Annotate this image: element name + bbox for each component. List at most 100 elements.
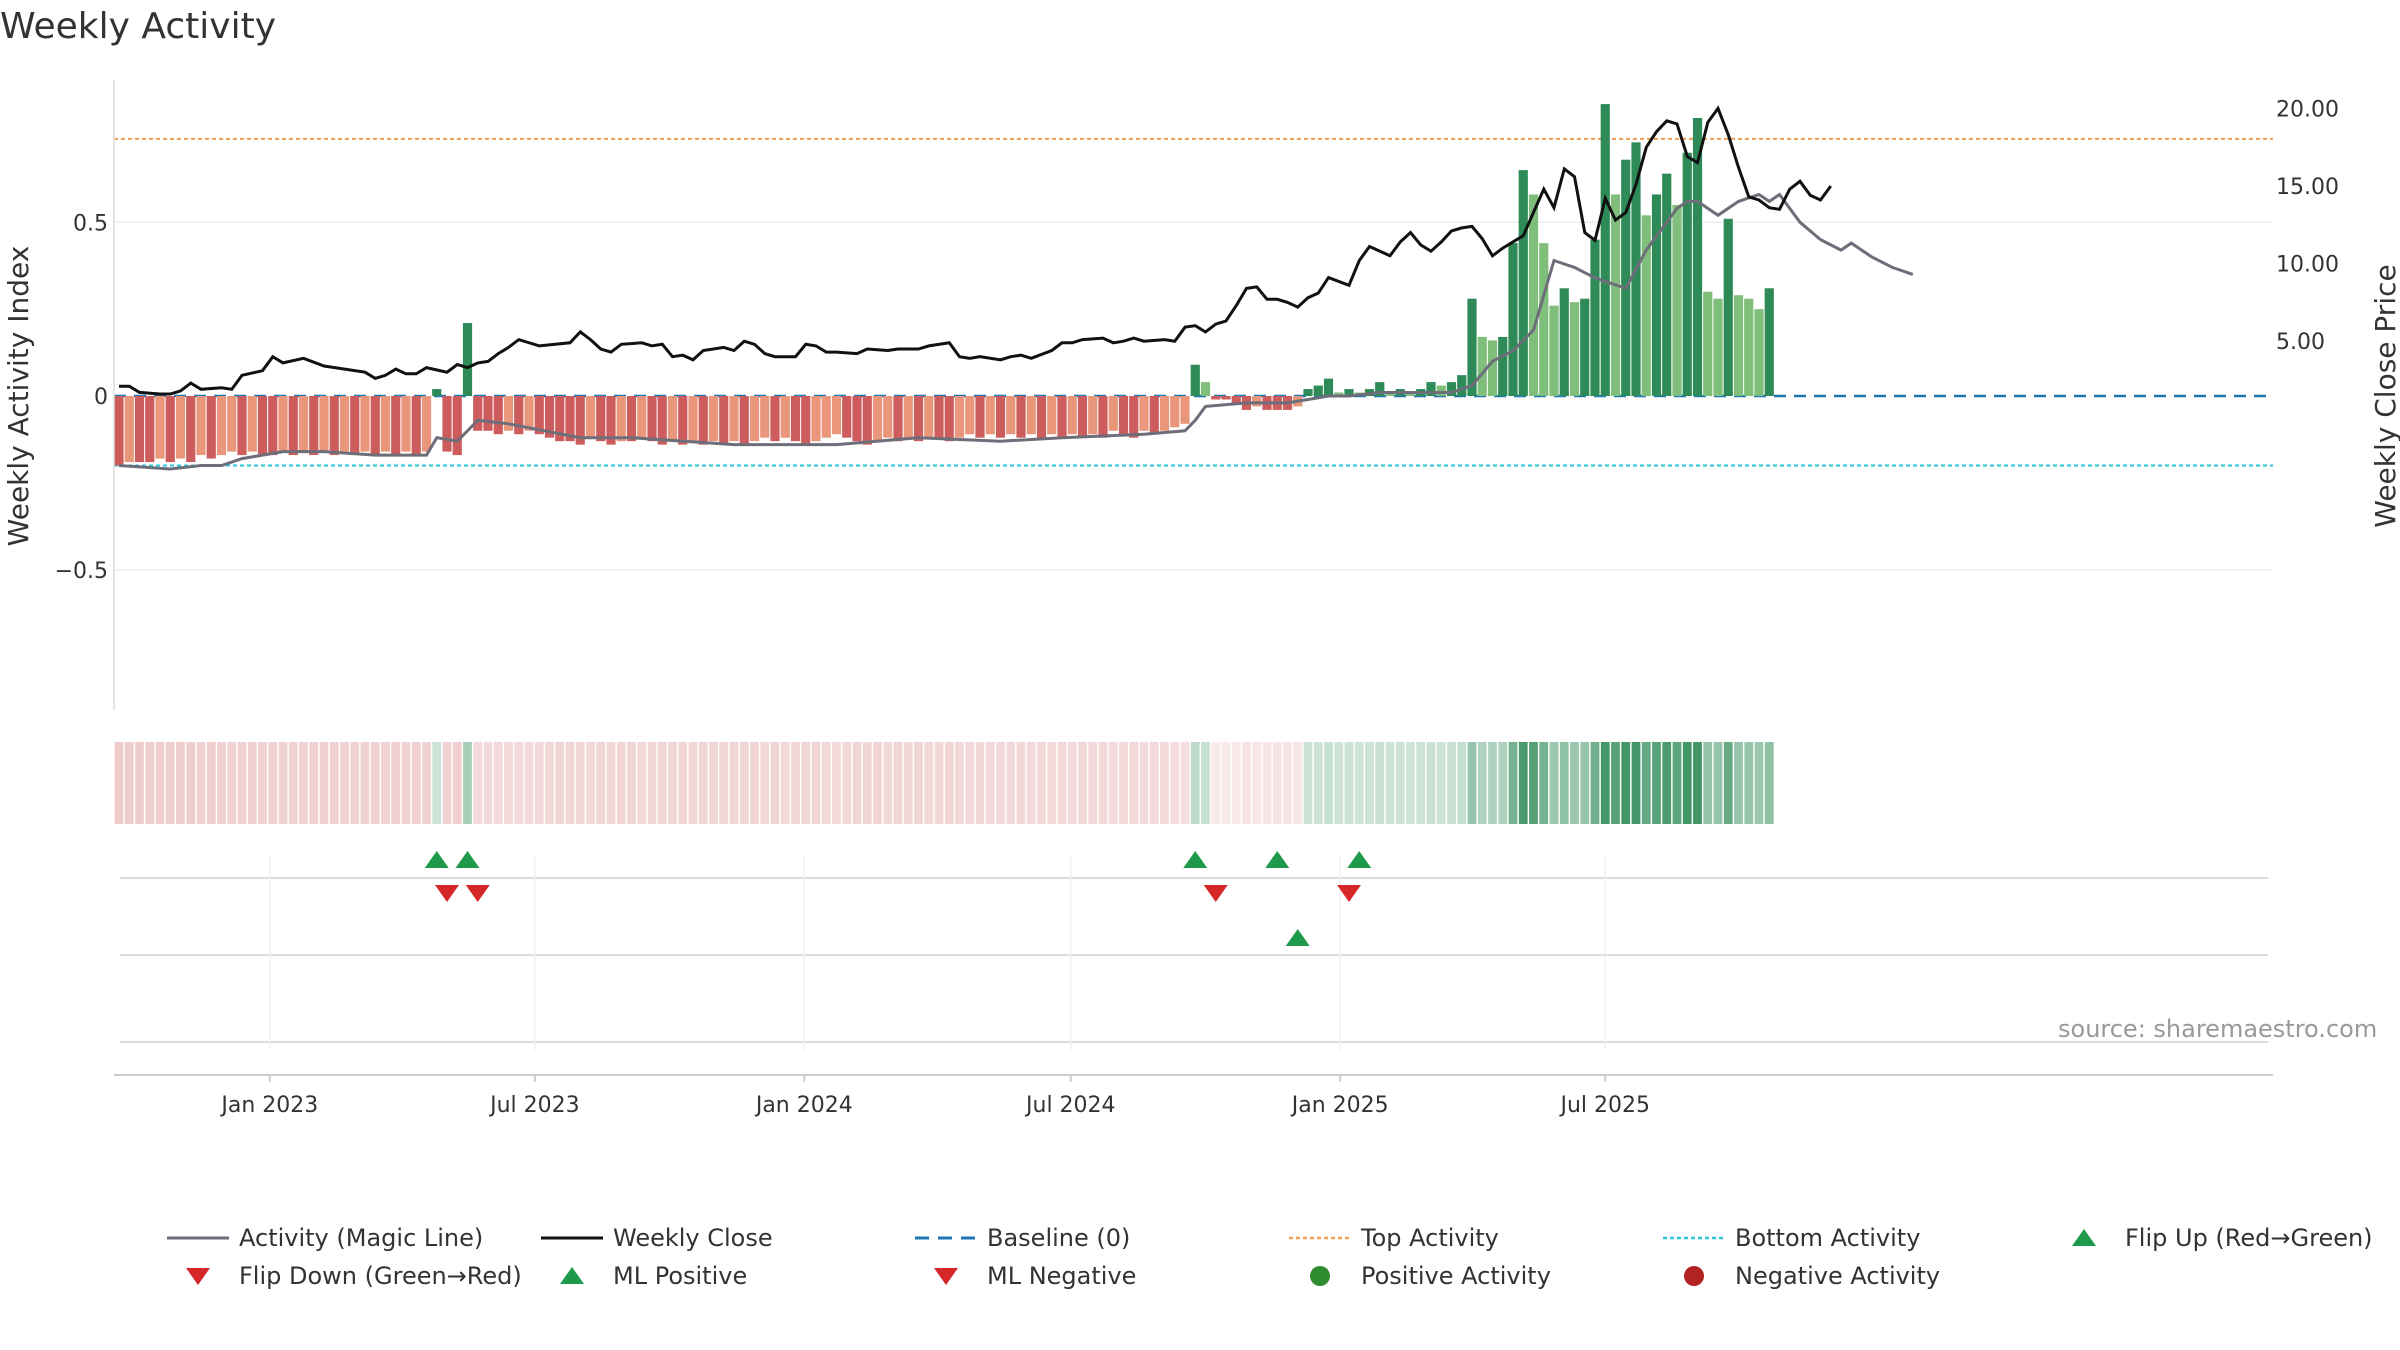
heat-cell	[1631, 742, 1641, 824]
flip-up-marker	[1265, 851, 1290, 868]
heat-cell	[1313, 742, 1323, 824]
activity-bar	[1508, 243, 1518, 396]
activity-bar	[1334, 392, 1344, 396]
legend-label: Flip Down (Green→Red)	[239, 1262, 522, 1290]
heat-cell	[1211, 742, 1221, 824]
source-label: source: sharemaestro.com	[2058, 1015, 2378, 1043]
heat-cell	[801, 742, 811, 824]
activity-bar	[729, 396, 739, 442]
activity-bar	[1129, 396, 1139, 438]
activity-bar	[1221, 396, 1231, 400]
legend-symbol	[167, 1262, 229, 1290]
activity-bar	[555, 396, 565, 442]
right-axis-label: Weekly Close Price	[2369, 264, 2400, 527]
signal-lanes	[120, 851, 2268, 1050]
left-tick-label: 0	[94, 385, 108, 410]
chart-title: Weekly Activity	[0, 6, 277, 47]
heat-cell	[124, 742, 134, 824]
activity-bar	[975, 396, 985, 438]
activity-bar	[186, 396, 196, 463]
grid-lines	[114, 221, 2273, 571]
heat-cell	[647, 742, 657, 824]
activity-bar	[739, 396, 749, 445]
legend-label: Top Activity	[1361, 1224, 1499, 1252]
heat-cell	[832, 742, 841, 824]
activity-bar	[1682, 152, 1692, 396]
heat-cell	[186, 742, 196, 824]
heat-cell	[780, 742, 790, 824]
heat-cell	[319, 742, 329, 824]
heat-cell	[627, 742, 636, 824]
heat-cell	[135, 742, 144, 824]
series-lines	[118, 105, 1914, 471]
activity-bar	[1405, 392, 1416, 396]
reference-lines	[114, 137, 2273, 467]
activity-bar	[1446, 382, 1457, 396]
activity-bar	[1467, 298, 1477, 396]
left-axis-label: Weekly Activity Index	[2, 246, 35, 547]
heat-cell	[791, 742, 800, 824]
x-axis: Jan 2023 Jul 2023 Jan 2024 Jul 2024 Jan 2025…	[114, 1074, 2273, 1118]
activity-bar	[596, 396, 606, 442]
heat-cell	[606, 742, 616, 824]
heat-cell	[370, 742, 380, 824]
heat-cell	[288, 742, 298, 824]
heat-cell	[1129, 742, 1139, 824]
heat-cell	[678, 742, 688, 824]
axes: 0.5 0 −0.5 20.00 15.00 10.00 5.00 Weekly Activi…	[2, 80, 2400, 710]
activity-bar	[585, 396, 596, 438]
activity-bar	[698, 396, 708, 445]
heat-cell	[1119, 742, 1128, 824]
heat-cell	[1324, 742, 1333, 824]
heat-cell	[340, 742, 349, 824]
heat-cell	[1754, 742, 1764, 824]
activity-bar	[380, 396, 391, 452]
heat-cell	[1406, 742, 1415, 824]
activity-bar	[1764, 288, 1774, 396]
legend-symbol	[2053, 1224, 2115, 1252]
heat-cell	[1477, 742, 1487, 824]
heat-cell	[1652, 742, 1661, 824]
heat-cell	[555, 742, 565, 824]
activity-bar	[1118, 396, 1129, 435]
activity-bar	[995, 396, 1006, 438]
legend-item: Negative Activity	[1663, 1262, 1940, 1290]
heat-cell	[401, 742, 411, 824]
heat-cell	[1139, 742, 1149, 824]
activity-bar	[196, 396, 206, 456]
heat-cell	[985, 742, 995, 824]
activity-bar	[329, 396, 339, 456]
activity-bar	[575, 396, 585, 445]
heat-cell	[1016, 742, 1026, 824]
activity-bar	[811, 396, 821, 442]
activity-bar	[462, 323, 473, 396]
activity-bar	[1149, 396, 1159, 435]
activity-bar	[1385, 392, 1395, 396]
activity-bar	[862, 396, 872, 445]
heat-cell	[1682, 742, 1692, 824]
heat-cell	[1693, 742, 1702, 824]
heat-cell	[1498, 742, 1508, 824]
heat-cell	[1529, 742, 1538, 824]
legend-label: Positive Activity	[1361, 1262, 1551, 1290]
heat-cell	[1283, 742, 1292, 824]
activity-bar	[493, 396, 503, 435]
activity-bar	[175, 396, 186, 459]
activity-bar	[1006, 396, 1016, 435]
heat-cell	[217, 742, 226, 824]
legend-item: Top Activity	[1289, 1224, 1499, 1252]
activity-bar	[432, 389, 442, 396]
legend-item: Activity (Magic Line)	[167, 1224, 483, 1252]
activity-bar	[1610, 194, 1621, 396]
heat-cell	[770, 742, 780, 824]
flip-down-marker	[465, 885, 490, 902]
activity-bar	[913, 396, 924, 442]
flip-up-marker	[1183, 851, 1208, 868]
legend-item: Flip Up (Red→Green)	[2053, 1224, 2373, 1252]
heat-cell	[1723, 742, 1733, 824]
heat-cell	[350, 742, 360, 824]
activity-bar	[503, 396, 514, 431]
heat-cell	[196, 742, 206, 824]
activity-bar	[678, 396, 688, 445]
heat-cell	[1344, 742, 1354, 824]
